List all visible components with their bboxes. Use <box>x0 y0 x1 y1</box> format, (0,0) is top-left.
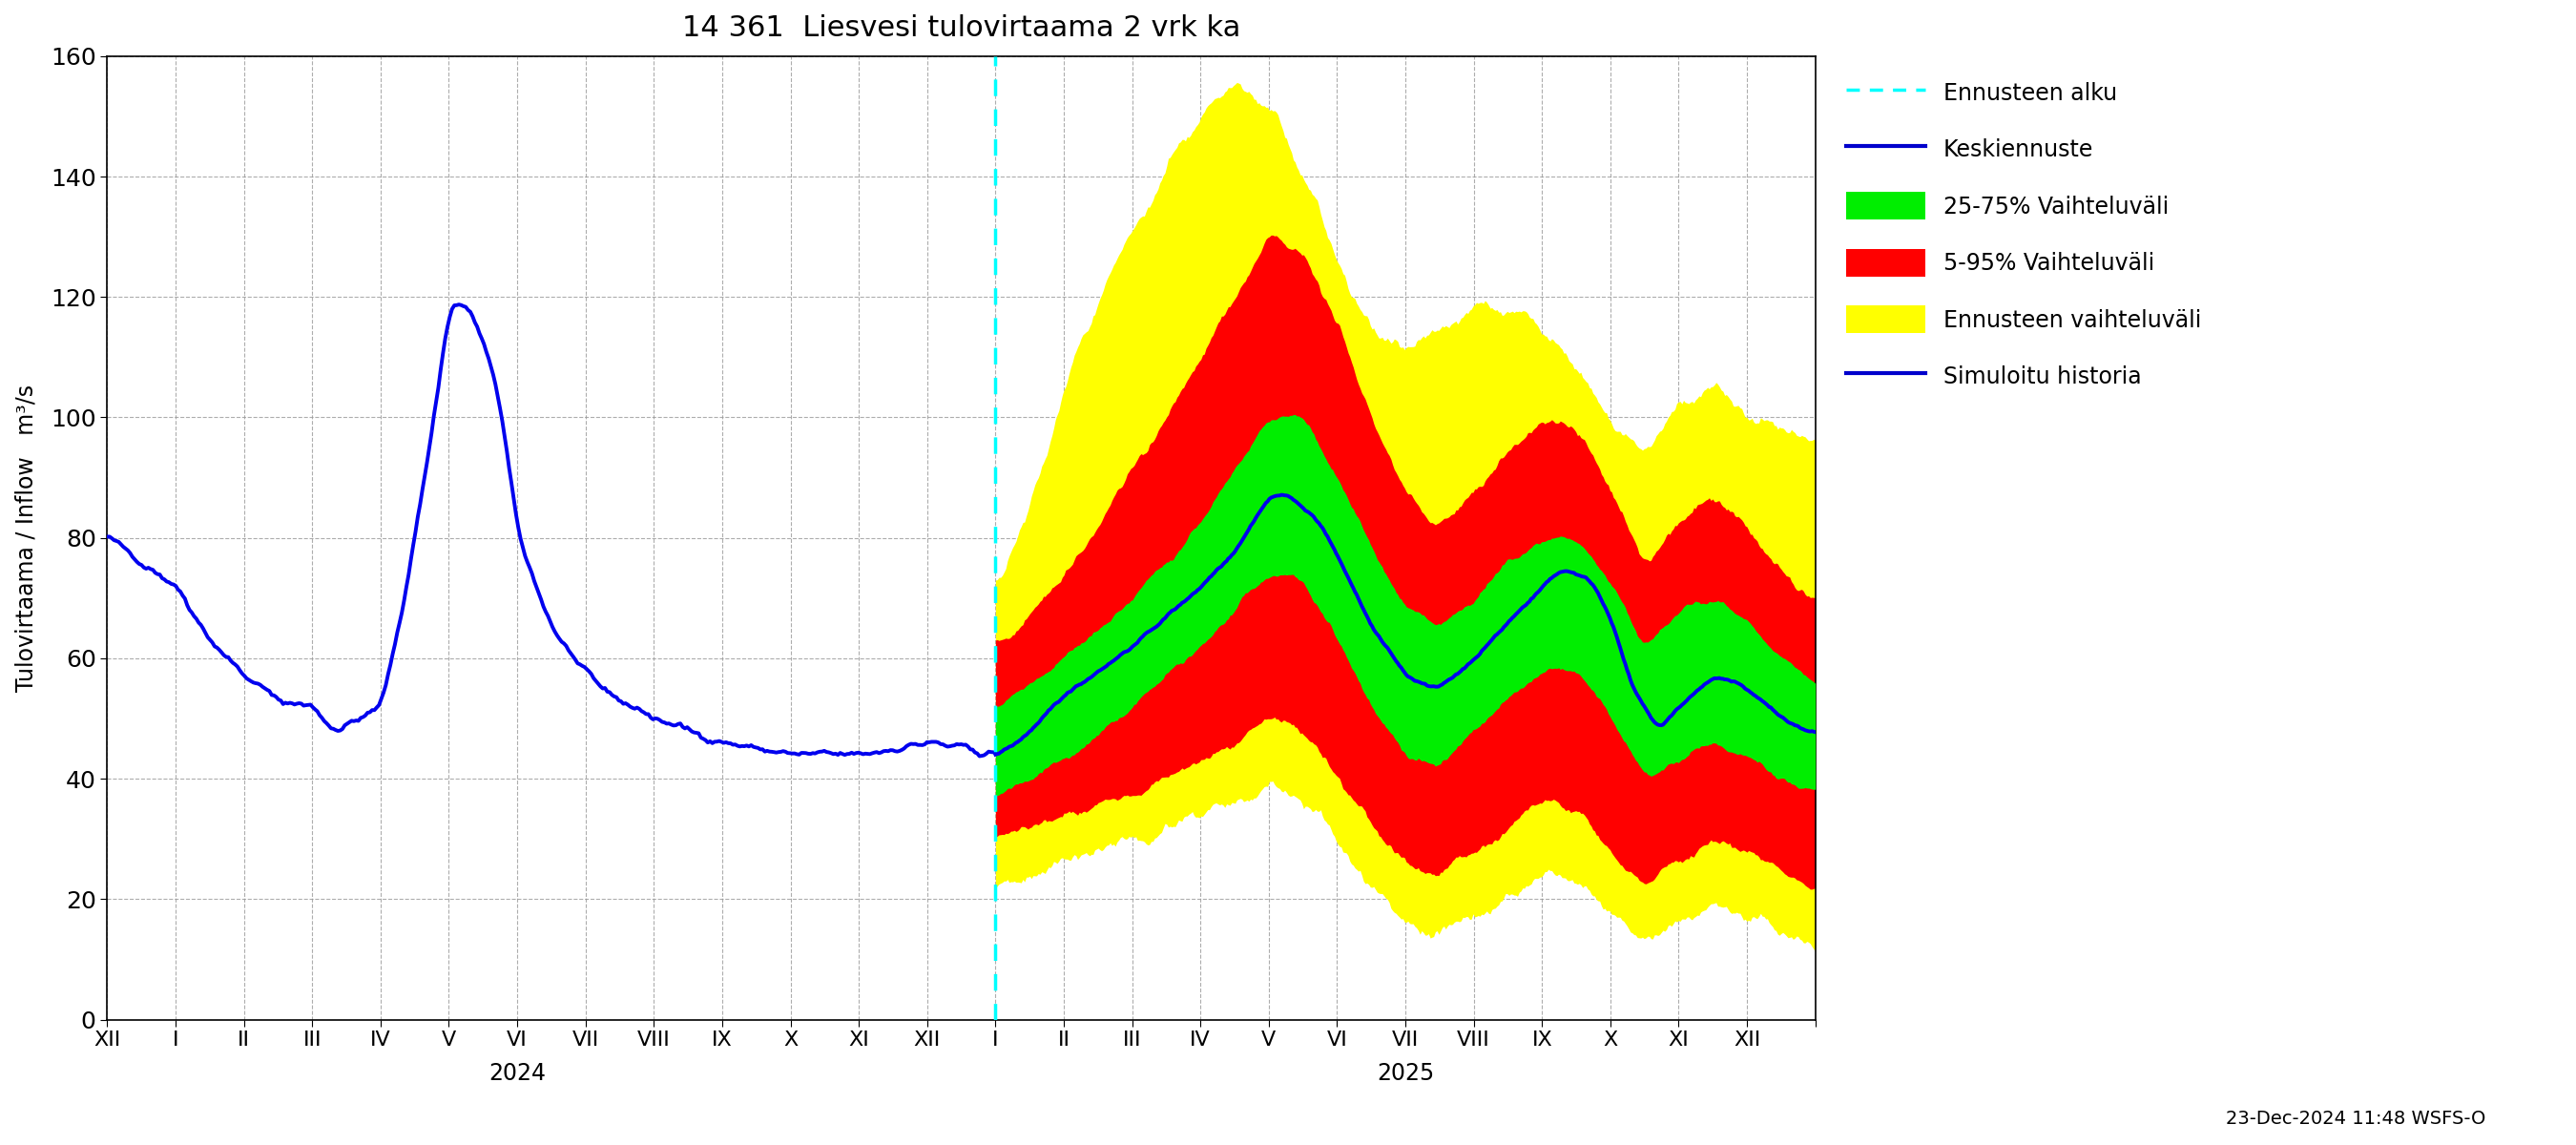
Y-axis label: Tulovirtaama / Inflow   m³/s: Tulovirtaama / Inflow m³/s <box>15 385 36 692</box>
Text: 2025: 2025 <box>1376 1063 1435 1085</box>
Text: 2024: 2024 <box>489 1063 546 1085</box>
Legend: Ennusteen alku, Keskiennuste, 25-75% Vaihteluväli, 5-95% Vaihteluväli, Ennusteen: Ennusteen alku, Keskiennuste, 25-75% Vai… <box>1834 68 2213 401</box>
Title: 14 361  Liesvesi tulovirtaama 2 vrk ka: 14 361 Liesvesi tulovirtaama 2 vrk ka <box>683 14 1242 42</box>
Text: 23-Dec-2024 11:48 WSFS-O: 23-Dec-2024 11:48 WSFS-O <box>2226 1110 2486 1128</box>
